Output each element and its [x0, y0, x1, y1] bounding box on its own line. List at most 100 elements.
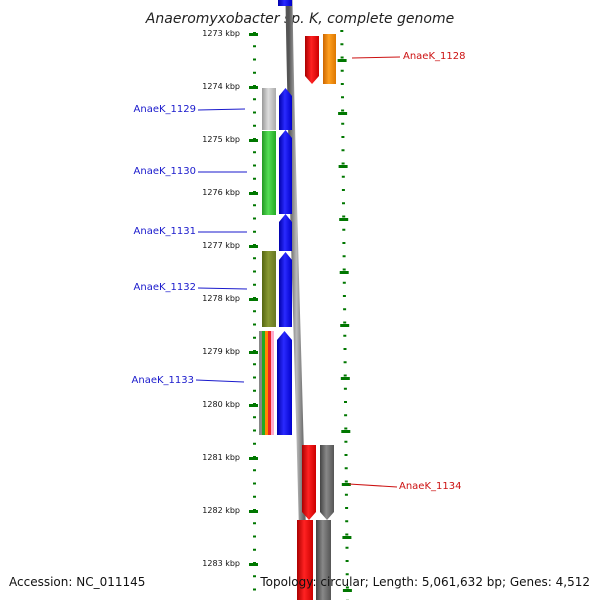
- guide-dot: [344, 467, 348, 470]
- gene-label-anaek-1133[interactable]: AnaeK_1133: [132, 375, 194, 386]
- guide-dot: [343, 387, 347, 390]
- guide-dot: [343, 348, 347, 350]
- gene-feature-anaek-1130[interactable]: [262, 131, 276, 215]
- reverse-cds-track: [297, 34, 336, 600]
- guide-dot: [253, 151, 256, 154]
- guide-dot: [253, 376, 256, 379]
- guide-dot: [341, 162, 345, 165]
- guide-dot: [253, 442, 256, 445]
- track-guides: [249, 30, 352, 600]
- guide-dot: [340, 83, 344, 85]
- tick-mark: [342, 589, 352, 592]
- gene-feature-anaek-1134-grey[interactable]: [320, 445, 334, 520]
- cds-arrow-anaek-1132[interactable]: [279, 252, 292, 327]
- guide-dot: [340, 30, 344, 32]
- guide-dot: [344, 427, 348, 430]
- tick-mark: [341, 430, 351, 433]
- tick-label: 1273 kbp: [202, 29, 240, 38]
- guide-dot: [253, 230, 256, 233]
- tick-mark: [249, 457, 258, 460]
- guide-dot: [253, 469, 256, 472]
- gene-label-anaek-1134[interactable]: AnaeK_1134: [399, 481, 461, 492]
- cds-arrow-anaek-1134b[interactable]: [297, 520, 313, 600]
- tick-mark: [249, 298, 258, 301]
- guide-dot: [253, 164, 256, 167]
- tick-label: 1274 kbp: [202, 82, 240, 91]
- guide-dot: [253, 283, 256, 286]
- gene-label-anaek-1130[interactable]: AnaeK_1130: [134, 166, 196, 177]
- gene-labels: AnaeK_1128 AnaeK_1129 AnaeK_1130 AnaeK_1…: [132, 51, 466, 492]
- guide-dot: [253, 575, 256, 578]
- guide-dot: [345, 533, 349, 536]
- cds-arrow-top[interactable]: [278, 0, 292, 6]
- guide-dot: [253, 548, 256, 551]
- tick-mark: [249, 351, 258, 354]
- guide-dot: [342, 215, 346, 218]
- guide-dot: [253, 416, 256, 419]
- guide-dot: [253, 257, 256, 260]
- gene-feature-anaek-1132[interactable]: [262, 251, 276, 327]
- guide-dot: [344, 440, 348, 443]
- guide-dot: [253, 204, 256, 207]
- guide-dot: [343, 374, 347, 377]
- tick-mark: [339, 218, 349, 221]
- tick-mark: [338, 165, 348, 168]
- guide-dot: [253, 323, 256, 326]
- guide-dot: [253, 482, 256, 485]
- cds-arrow-anaek-1133[interactable]: [277, 331, 292, 435]
- cds-arrow-anaek-1130[interactable]: [279, 130, 292, 214]
- gene-feature-grey-lower[interactable]: [316, 520, 331, 600]
- guide-dot: [345, 560, 349, 562]
- guide-dot: [340, 56, 344, 59]
- tick-label: 1275 kbp: [202, 135, 240, 144]
- cds-arrow-anaek-1128[interactable]: [305, 36, 319, 84]
- guide-dot: [253, 495, 256, 498]
- guide-dot: [343, 308, 347, 311]
- guide-dot: [253, 336, 256, 339]
- guide-dot: [253, 588, 256, 591]
- guide-dot: [344, 493, 348, 496]
- tick-label: 1276 kbp: [202, 188, 240, 197]
- cds-arrow-anaek-1129[interactable]: [279, 88, 292, 130]
- tick-label: 1277 kbp: [202, 241, 240, 250]
- guide-dot: [342, 255, 346, 258]
- tick-label: 1279 kbp: [202, 347, 240, 356]
- genome-backbone: [285, 0, 308, 600]
- tick-mark: [249, 86, 258, 89]
- gene-feature-anaek-1133[interactable]: [259, 331, 274, 435]
- forward-cds-track: [277, 0, 292, 435]
- gene-label-anaek-1131[interactable]: AnaeK_1131: [134, 226, 196, 237]
- gene-label-anaek-1132[interactable]: AnaeK_1132: [134, 282, 196, 293]
- guide-dot: [342, 281, 346, 284]
- guide-dot: [343, 361, 347, 364]
- guide-dot: [342, 242, 346, 244]
- guide-dot: [341, 149, 345, 152]
- guide-dot: [343, 321, 347, 324]
- gene-label-anaek-1128[interactable]: AnaeK_1128: [403, 51, 465, 62]
- guide-dot: [253, 535, 256, 538]
- guide-dot: [345, 573, 349, 576]
- accession-text: Accession: NC_011145: [9, 575, 146, 589]
- guide-dot: [253, 270, 256, 273]
- cds-arrow-anaek-1134[interactable]: [302, 445, 316, 520]
- guide-dot: [344, 401, 347, 403]
- guide-dot: [344, 414, 348, 417]
- tick-mark: [249, 404, 258, 407]
- tick-label: 1278 kbp: [202, 294, 240, 303]
- guide-dot: [253, 58, 256, 61]
- guide-dot: [342, 268, 346, 271]
- guide-dot: [345, 546, 349, 549]
- gene-label-anaek-1129[interactable]: AnaeK_1129: [134, 104, 196, 115]
- guide-dot: [343, 334, 347, 337]
- gene-feature-anaek-1129[interactable]: [262, 88, 276, 130]
- tick-mark: [249, 563, 258, 566]
- guide-dot: [341, 175, 345, 178]
- guide-dot: [253, 522, 256, 525]
- cds-arrow-anaek-1131[interactable]: [279, 214, 292, 251]
- tick-mark: [337, 59, 347, 62]
- gene-feature-anaek-1128-orange[interactable]: [323, 34, 336, 84]
- tick-mark: [249, 33, 258, 36]
- guide-dot: [253, 310, 256, 313]
- tick-mark: [340, 324, 350, 327]
- guide-dot: [345, 520, 349, 523]
